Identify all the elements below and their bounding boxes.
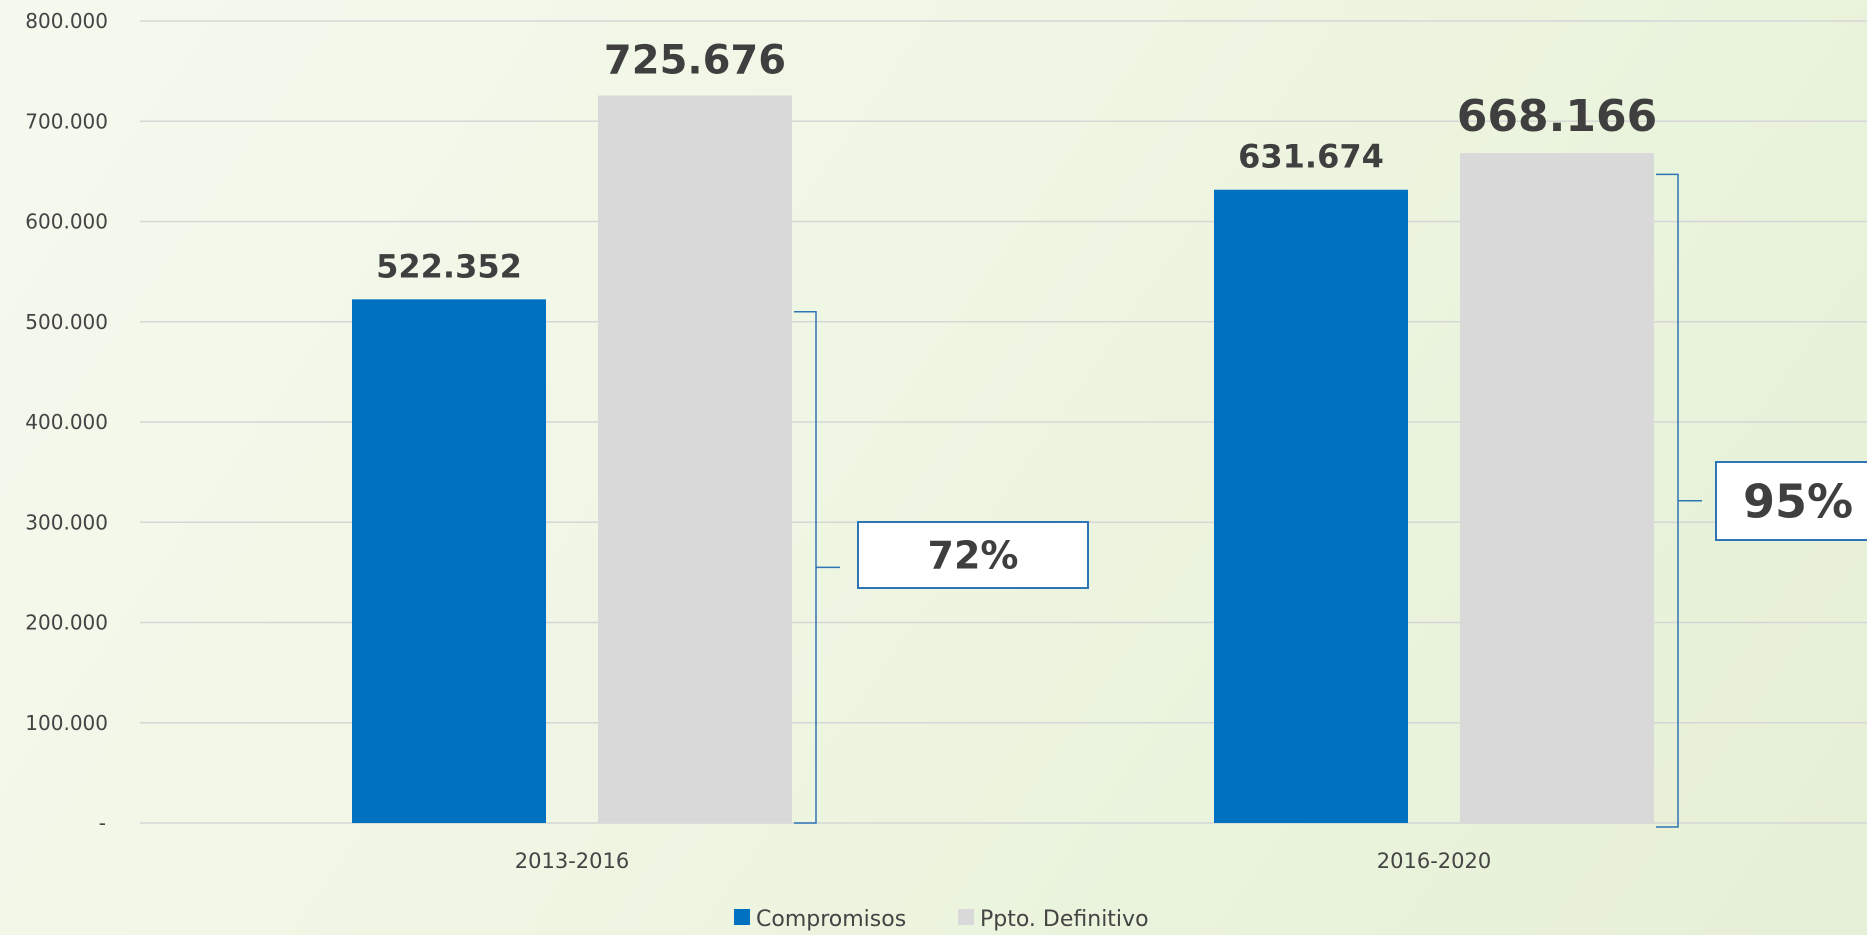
x-axis-category-labels: 2013-2016 2016-2020 <box>515 849 1491 873</box>
ratio-box <box>857 521 1089 589</box>
y-tick-label: 200.000 <box>25 611 108 635</box>
ratio-label: 72% <box>928 534 1019 578</box>
data-label: 668.166 <box>1457 91 1657 142</box>
legend-label: Ppto. Definitivo <box>980 907 1149 932</box>
y-tick-label: 300.000 <box>25 510 108 534</box>
data-label: 522.352 <box>376 247 522 285</box>
x-category-label: 2013-2016 <box>515 849 629 873</box>
x-category-label: 2016-2020 <box>1377 849 1491 873</box>
y-axis-tick-labels: - 100.000 200.000 300.000 400.000 500.000 600.… <box>25 9 108 835</box>
ratio-box <box>1715 461 1867 541</box>
bar-compromisos-2016-2020 <box>1214 189 1408 823</box>
bar-compromisos-2013-2016 <box>352 299 546 823</box>
bar-ppto-definitivo-2013-2016 <box>598 95 792 823</box>
y-tick-label: 500.000 <box>25 310 108 334</box>
y-tick-label: 600.000 <box>25 210 108 234</box>
legend-label: Compromisos <box>756 907 906 932</box>
legend-swatch <box>958 909 974 925</box>
data-label: 725.676 <box>604 38 786 84</box>
legend: Compromisos Ppto. Definitivo <box>734 907 1149 932</box>
bracket <box>794 310 817 824</box>
data-labels: 522.352 725.676 631.674 668.166 <box>376 38 1657 286</box>
y-tick-label: 800.000 <box>25 9 108 33</box>
y-tick-label: 700.000 <box>25 109 108 133</box>
y-tick-label: 400.000 <box>25 410 108 434</box>
legend-swatch <box>734 909 750 925</box>
y-tick-label: 100.000 <box>25 711 108 735</box>
y-tick-label: - <box>99 811 106 835</box>
bar-ppto-definitivo-2016-2020 <box>1460 153 1654 824</box>
bracket <box>1656 173 1679 828</box>
ratio-annotations: 72% 95% <box>794 173 1867 828</box>
ratio-label: 95% <box>1743 475 1853 529</box>
bars <box>352 95 1654 824</box>
data-label: 631.674 <box>1238 138 1384 176</box>
